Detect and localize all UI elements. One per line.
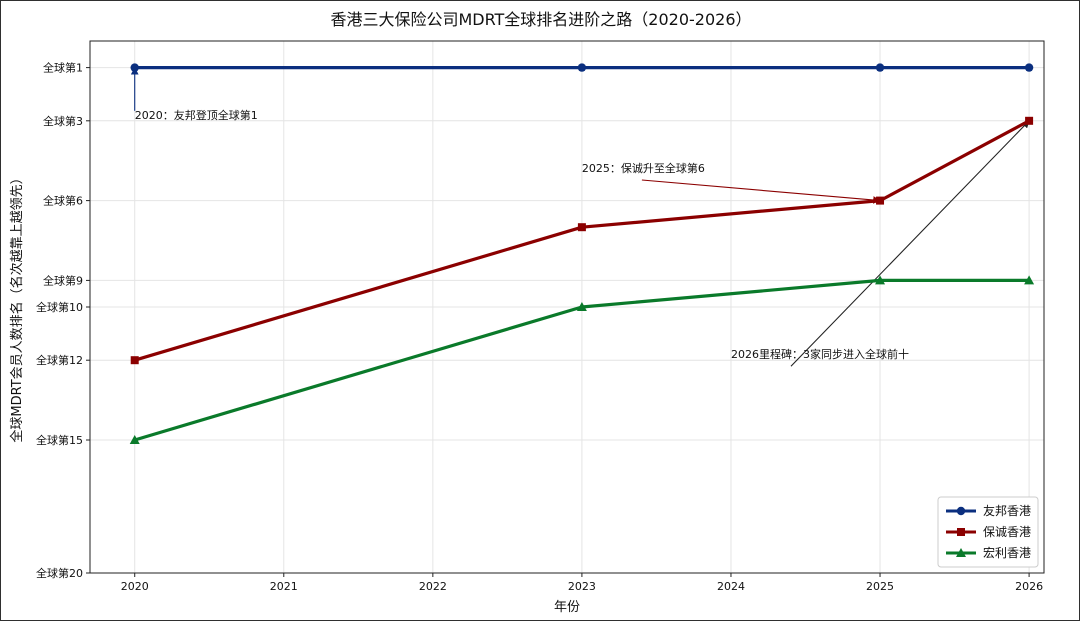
data-point — [129, 435, 140, 444]
x-tick-label: 2025 — [866, 580, 894, 593]
data-point — [576, 302, 587, 311]
data-point — [876, 196, 885, 205]
x-tick-label: 2026 — [1015, 580, 1043, 593]
series-line — [134, 119, 1030, 362]
legend-label: 宏利香港 — [983, 545, 1031, 560]
data-point — [1024, 275, 1035, 285]
y-tick-label: 全球第15 — [36, 433, 83, 447]
annotation-text: 2026里程碑：3家同步进入全球前十 — [731, 347, 909, 361]
x-tick-label: 2022 — [419, 580, 447, 593]
y-tick-label: 全球第1 — [43, 61, 83, 75]
x-tick-label: 2020 — [121, 580, 149, 593]
y-tick-label: 全球第10 — [36, 300, 83, 314]
y-axis-label: 全球MDRT会员人数排名（名次越靠上越领先） — [9, 171, 25, 442]
legend-label: 保诚香港 — [983, 525, 1031, 539]
legend-label: 友邦香港 — [983, 504, 1031, 518]
data-point — [875, 63, 885, 72]
data-point — [577, 63, 587, 72]
series-layer — [129, 63, 1035, 444]
data-point — [130, 63, 139, 72]
data-point — [956, 506, 966, 516]
data-point — [956, 548, 966, 557]
data-point — [1025, 116, 1034, 125]
data-point — [875, 275, 886, 285]
y-tick-label: 全球第20 — [36, 566, 83, 580]
y-tick-label: 全球第9 — [43, 273, 83, 287]
x-tick-label: 2021 — [270, 580, 298, 593]
data-point — [957, 528, 965, 536]
data-point — [1024, 63, 1034, 72]
series-line — [134, 278, 1030, 442]
chart-title: 香港三大保险公司MDRT全球排名进阶之路（2020-2026） — [330, 10, 752, 29]
x-axis-label: 年份 — [554, 600, 580, 615]
annotation-text: 2020：友邦登顶全球第1 — [135, 108, 258, 122]
y-tick-label: 全球第6 — [43, 194, 83, 208]
annotation-arrow — [790, 120, 1030, 367]
annotation-arrow — [641, 179, 881, 204]
data-point — [130, 356, 139, 365]
axis-layer: 2020 2021 2022 2023 2024 2025 2026 全球第1 全球第3 全球第6… — [36, 40, 1045, 593]
annotation-text: 2025：保诚升至全球第6 — [582, 161, 705, 175]
x-tick-label: 2024 — [717, 580, 745, 593]
y-tick-label: 全球第12 — [36, 353, 83, 367]
y-tick-label: 全球第3 — [43, 114, 83, 128]
data-point — [577, 223, 586, 232]
annotation-layer: 2020：友邦登顶全球第1 2025：保诚升至全球第6 2026里程碑：3家同步进入… — [130, 66, 1030, 367]
x-tick-label: 2023 — [568, 580, 596, 593]
